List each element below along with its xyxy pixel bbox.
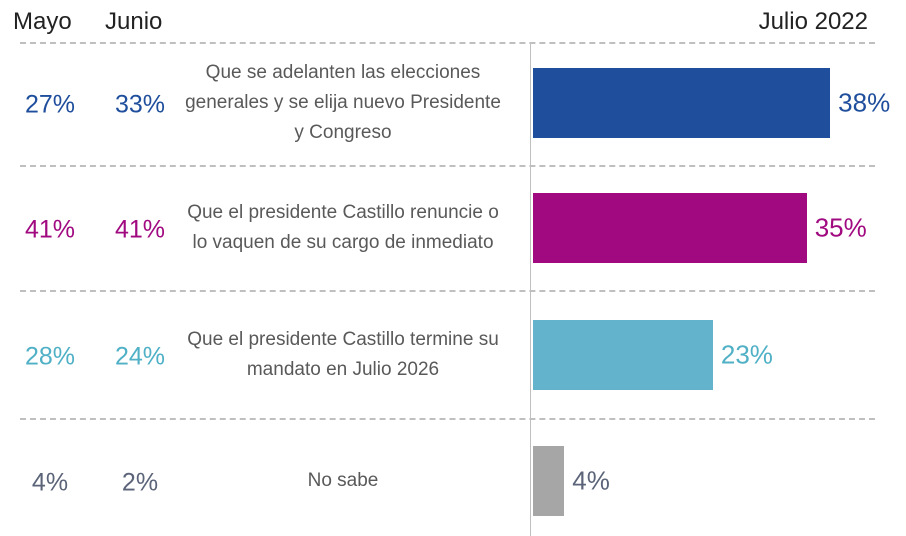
- category-label: Que se adelanten las elecciones generale…: [185, 62, 501, 143]
- value-text: 41%: [114, 215, 166, 244]
- value-text: 2%: [121, 468, 159, 497]
- value-text: 33%: [114, 90, 166, 119]
- axis-line: [530, 42, 531, 536]
- column-header: Junio: [105, 8, 163, 35]
- bar: [533, 68, 831, 138]
- value-text: 24%: [114, 342, 166, 371]
- value-text: 28%: [24, 342, 76, 371]
- separator: [20, 165, 875, 167]
- data-label: 23%: [720, 339, 773, 370]
- bar: [533, 320, 713, 390]
- category-label: Que el presidente Castillo renuncie o lo…: [187, 202, 499, 253]
- bar: [533, 446, 565, 516]
- column-header: Mayo: [13, 8, 72, 35]
- category-label: Que el presidente Castillo termine su ma…: [187, 329, 499, 380]
- data-label: 4%: [572, 465, 610, 496]
- value-text: 27%: [24, 90, 76, 119]
- separator: [20, 42, 875, 44]
- bar: [533, 193, 807, 263]
- value-text: 41%: [24, 215, 76, 244]
- separator: [20, 418, 875, 420]
- data-label: 38%: [838, 87, 891, 118]
- value-text: 4%: [31, 468, 69, 497]
- category-label: No sabe: [307, 470, 379, 491]
- separator: [20, 290, 875, 292]
- column-header: Julio 2022: [758, 8, 868, 35]
- data-label: 35%: [814, 212, 867, 243]
